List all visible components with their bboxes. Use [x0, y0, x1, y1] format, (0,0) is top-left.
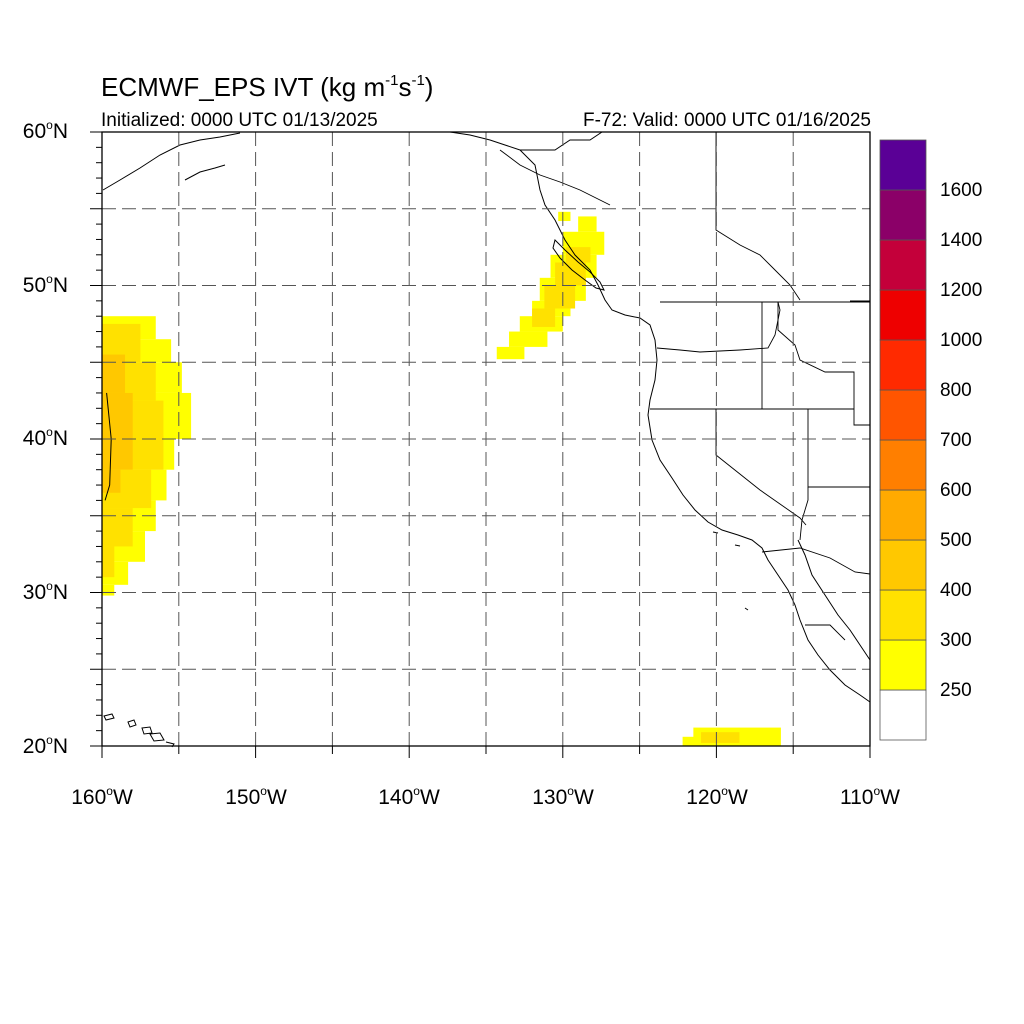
alaska-coast-fragment [102, 132, 241, 191]
colorbar-swatch [879, 389, 927, 441]
west-coast-coastline [449, 131, 871, 703]
lat-label-60n: 60oN [22, 118, 68, 143]
ivt-shading [102, 211, 781, 746]
lon-label-120w: 120oW [686, 784, 748, 809]
colorbar-label: 250 [940, 680, 972, 701]
lat-label-50n: 50oN [22, 272, 68, 297]
colorbar-swatch [879, 589, 927, 641]
colorbar-swatch [879, 189, 927, 241]
ivt-shaded-cell [578, 216, 597, 232]
ivt-colorbar [879, 139, 927, 741]
colorbar-swatch [879, 489, 927, 541]
idaho-border [761, 302, 855, 409]
colorbar-swatch [879, 539, 927, 591]
ut-wy-border [853, 409, 870, 426]
colorbar-label: 400 [940, 580, 972, 601]
colorbar-swatch [879, 439, 927, 491]
valid-time-label: F-72: Valid: 0000 UTC 01/16/2025 [583, 110, 871, 131]
ivt-shaded-cell [555, 262, 586, 286]
figure-title: ECMWF_EPS IVT (kg m-1s-1) [101, 72, 434, 102]
baja-gulf-coast [797, 539, 871, 661]
colorbar-swatch [879, 639, 927, 691]
colorbar-swatch [879, 239, 927, 291]
colorbar-label: 500 [940, 530, 972, 551]
wa-or-border [656, 301, 781, 353]
lon-label-130w: 130oW [532, 784, 594, 809]
colorbar-swatch [879, 139, 927, 191]
lon-label-160w: 160oW [71, 784, 133, 809]
vancouver-island [552, 239, 605, 291]
bc-alaska-border [499, 132, 801, 301]
lon-label-150w: 150oW [225, 784, 287, 809]
ivt-shaded-cell [102, 469, 121, 493]
colorbar-label: 800 [940, 380, 972, 401]
colorbar-label: 1000 [940, 330, 983, 351]
ivt-shaded-cell [102, 546, 115, 578]
ivt-shaded-cell [102, 584, 115, 596]
baja-sonora-border [805, 624, 846, 641]
us-mexico-border [761, 547, 871, 575]
lat-label-40n: 40oN [22, 425, 68, 450]
lon-label-140w: 140oW [378, 784, 440, 809]
coastlines [102, 131, 871, 748]
ivt-shaded-cell [102, 392, 133, 470]
political-borders [499, 132, 871, 641]
ivt-shaded-cell [532, 308, 556, 327]
colorbar-label: 600 [940, 480, 972, 501]
ivt-shaded-cell [102, 508, 133, 547]
channel-islands [712, 531, 749, 611]
lat-label-20n: 20oN [22, 733, 68, 758]
ivt-shaded-cell [509, 331, 548, 347]
colorbar-label: 1200 [940, 280, 983, 301]
ivt-shaded-cell [496, 346, 525, 360]
ivt-shaded-cell [544, 285, 576, 309]
ivt-shaded-cell [701, 732, 740, 743]
lat-lon-grid [102, 132, 870, 746]
axis-ticks [90, 131, 871, 758]
colorbar-swatch [879, 339, 927, 391]
lon-label-110w: 110oW [840, 784, 900, 809]
hawaii-islands [103, 713, 175, 748]
ca-nv-border [715, 409, 807, 526]
ivt-shaded-cell [558, 211, 571, 222]
initialized-label: Initialized: 0000 UTC 01/13/2025 [101, 110, 378, 131]
ivt-shaded-cell [102, 354, 126, 393]
colorbar-label: 1600 [940, 180, 983, 201]
colorbar-swatch [879, 689, 927, 741]
ivt-contour-line [104, 392, 112, 501]
colorbar-label: 700 [940, 430, 972, 451]
colorbar-label: 300 [940, 630, 972, 651]
colorbar-swatch [879, 289, 927, 341]
az-border [799, 487, 809, 541]
lat-label-30n: 30oN [22, 579, 68, 604]
colorbar-label: 1400 [940, 230, 983, 251]
nv-ut-border [807, 409, 870, 488]
